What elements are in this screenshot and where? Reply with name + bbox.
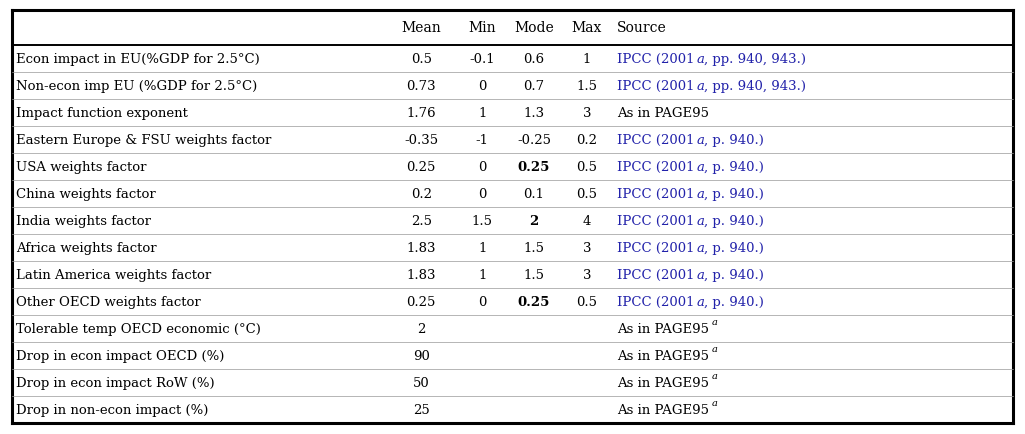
Text: IPCC (2001: IPCC (2001: [617, 134, 695, 147]
Text: , p. 940.): , p. 940.): [704, 134, 764, 147]
Text: , p. 940.): , p. 940.): [704, 269, 764, 281]
Text: 2.5: 2.5: [411, 214, 432, 227]
Text: , p. 940.): , p. 940.): [704, 241, 764, 254]
Text: , pp. 940, 943.): , pp. 940, 943.): [704, 53, 806, 66]
Text: IPCC (2001: IPCC (2001: [617, 80, 695, 93]
Text: 0.5: 0.5: [411, 53, 432, 66]
Text: Impact function exponent: Impact function exponent: [16, 107, 189, 120]
Text: 0.5: 0.5: [576, 161, 598, 174]
Text: 0.7: 0.7: [524, 80, 544, 93]
Text: 1: 1: [582, 53, 591, 66]
Text: Max: Max: [572, 21, 602, 35]
Text: 1: 1: [478, 269, 487, 281]
Text: Econ impact in EU(%GDP for 2.5°C): Econ impact in EU(%GDP for 2.5°C): [16, 53, 260, 66]
Text: USA weights factor: USA weights factor: [16, 161, 147, 174]
Text: 0.25: 0.25: [407, 161, 436, 174]
Text: Mean: Mean: [402, 21, 441, 35]
Text: 0.25: 0.25: [407, 296, 436, 309]
Text: 1.5: 1.5: [524, 269, 544, 281]
Text: 1.76: 1.76: [407, 107, 436, 120]
Text: Drop in econ impact RoW (%): Drop in econ impact RoW (%): [16, 376, 215, 389]
Text: 2: 2: [417, 322, 425, 335]
Text: a: a: [696, 161, 704, 174]
Text: IPCC (2001: IPCC (2001: [617, 241, 695, 254]
Text: 0.5: 0.5: [576, 296, 598, 309]
Text: 0.25: 0.25: [518, 161, 550, 174]
Text: 3: 3: [582, 241, 591, 254]
Text: a: a: [696, 187, 704, 201]
Text: , p. 940.): , p. 940.): [704, 296, 764, 309]
Text: 3: 3: [582, 269, 591, 281]
Text: 3: 3: [582, 107, 591, 120]
Text: Latin America weights factor: Latin America weights factor: [16, 269, 211, 281]
Text: Africa weights factor: Africa weights factor: [16, 241, 157, 254]
Text: Tolerable temp OECD economic (°C): Tolerable temp OECD economic (°C): [16, 322, 261, 335]
Text: Eastern Europe & FSU weights factor: Eastern Europe & FSU weights factor: [16, 134, 272, 147]
Text: 0.1: 0.1: [524, 187, 544, 201]
Text: Other OECD weights factor: Other OECD weights factor: [16, 296, 201, 309]
Text: 0.2: 0.2: [411, 187, 432, 201]
Text: -0.25: -0.25: [517, 134, 551, 147]
Text: IPCC (2001: IPCC (2001: [617, 296, 695, 309]
Text: Mode: Mode: [515, 21, 554, 35]
Text: -0.1: -0.1: [469, 53, 495, 66]
Text: a: a: [712, 344, 718, 353]
Text: -0.35: -0.35: [404, 134, 439, 147]
Text: As in PAGE95: As in PAGE95: [617, 322, 709, 335]
Text: , pp. 940, 943.): , pp. 940, 943.): [704, 80, 806, 93]
Text: a: a: [696, 80, 704, 93]
Text: India weights factor: India weights factor: [16, 214, 152, 227]
Text: Source: Source: [617, 21, 667, 35]
Text: Non-econ imp EU (%GDP for 2.5°C): Non-econ imp EU (%GDP for 2.5°C): [16, 80, 257, 93]
Text: IPCC (2001: IPCC (2001: [617, 269, 695, 281]
Text: IPCC (2001: IPCC (2001: [617, 53, 695, 66]
Text: a: a: [712, 371, 718, 380]
Text: 0.2: 0.2: [576, 134, 598, 147]
Text: a: a: [696, 296, 704, 309]
Text: 0: 0: [478, 161, 487, 174]
Text: , p. 940.): , p. 940.): [704, 214, 764, 227]
Text: 90: 90: [413, 349, 429, 362]
Text: Drop in econ impact OECD (%): Drop in econ impact OECD (%): [16, 349, 224, 362]
Text: 0: 0: [478, 187, 487, 201]
Text: 1.3: 1.3: [524, 107, 544, 120]
Text: Drop in non-econ impact (%): Drop in non-econ impact (%): [16, 403, 209, 416]
Text: 1: 1: [478, 241, 487, 254]
Text: 0: 0: [478, 296, 487, 309]
Text: IPCC (2001: IPCC (2001: [617, 161, 695, 174]
Text: 1.5: 1.5: [524, 241, 544, 254]
Text: 0.5: 0.5: [576, 187, 598, 201]
Text: a: a: [712, 398, 718, 407]
Text: 1.83: 1.83: [407, 241, 436, 254]
Text: 25: 25: [413, 403, 429, 416]
Text: a: a: [696, 53, 704, 66]
Text: , p. 940.): , p. 940.): [704, 161, 764, 174]
Text: Min: Min: [468, 21, 496, 35]
Text: 1.5: 1.5: [472, 214, 493, 227]
Text: 2: 2: [529, 214, 539, 227]
Text: a: a: [696, 269, 704, 281]
Text: a: a: [696, 214, 704, 227]
Text: -1: -1: [476, 134, 489, 147]
Text: a: a: [696, 241, 704, 254]
Text: 0: 0: [478, 80, 487, 93]
Text: 1: 1: [478, 107, 487, 120]
Text: 50: 50: [413, 376, 429, 389]
Text: 0.25: 0.25: [518, 296, 550, 309]
Text: As in PAGE95: As in PAGE95: [617, 403, 709, 416]
Text: As in PAGE95: As in PAGE95: [617, 107, 709, 120]
Text: IPCC (2001: IPCC (2001: [617, 187, 695, 201]
Text: As in PAGE95: As in PAGE95: [617, 349, 709, 362]
Text: a: a: [712, 317, 718, 326]
Text: 1.5: 1.5: [576, 80, 598, 93]
Text: As in PAGE95: As in PAGE95: [617, 376, 709, 389]
Text: a: a: [696, 134, 704, 147]
Text: 0.6: 0.6: [524, 53, 544, 66]
Text: IPCC (2001: IPCC (2001: [617, 214, 695, 227]
Text: 4: 4: [582, 214, 591, 227]
Text: 1.83: 1.83: [407, 269, 436, 281]
Text: China weights factor: China weights factor: [16, 187, 156, 201]
Text: , p. 940.): , p. 940.): [704, 187, 764, 201]
Text: 0.73: 0.73: [407, 80, 436, 93]
